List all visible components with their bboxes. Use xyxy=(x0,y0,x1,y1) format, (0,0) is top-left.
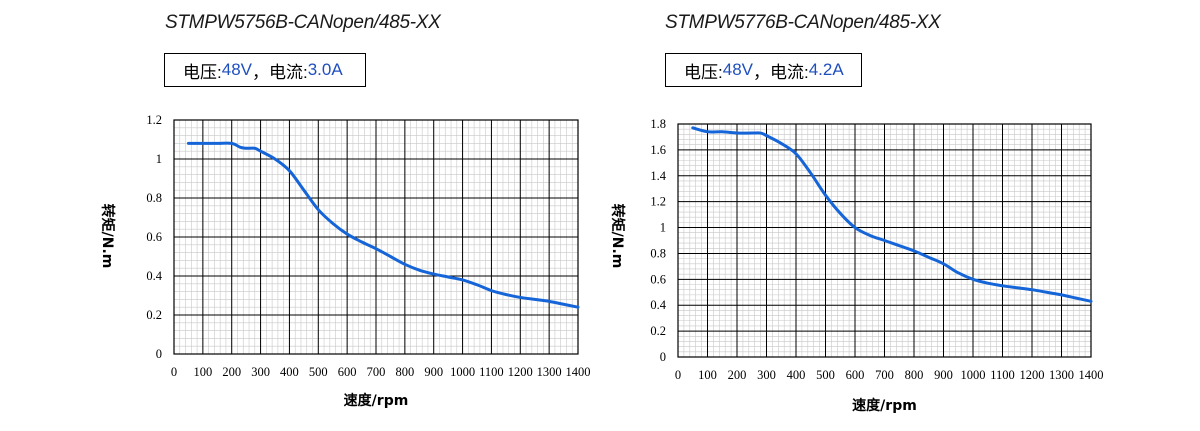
y-tick-label: 0.2 xyxy=(650,324,666,338)
x-tick-label: 1400 xyxy=(1079,368,1104,382)
model-title: STMPW5776B-CANopen/485-XX xyxy=(665,12,941,33)
y-tick-label: 0 xyxy=(660,350,666,364)
torque-curve-line xyxy=(691,126,1093,303)
voltage-value: 48V xyxy=(221,60,252,79)
y-tick-label: 0.8 xyxy=(146,191,162,205)
grid xyxy=(173,119,579,355)
voltage-label: 电压: xyxy=(684,62,723,82)
x-tick-label: 1100 xyxy=(479,365,504,379)
x-tick-label: 1100 xyxy=(990,368,1015,382)
x-tick-label: 400 xyxy=(787,368,806,382)
x-tick-label: 100 xyxy=(698,368,717,382)
x-tick-label: 900 xyxy=(934,368,953,382)
y-tick-label: 1.2 xyxy=(650,195,666,209)
y-tick-label: 0.6 xyxy=(650,272,666,286)
y-tick-label: 1.8 xyxy=(650,117,666,131)
spec-box: 电压: 48V ， 电流: 4.2A xyxy=(665,53,862,87)
y-tick-label: 1.2 xyxy=(146,113,162,127)
current-value: 3.0A xyxy=(307,60,343,79)
chart-panel-left: STMPW5756B-CANopen/485-XX 电压: 48V ， 电流: … xyxy=(99,12,591,409)
x-tick-label: 1300 xyxy=(1049,368,1074,382)
separator: ， xyxy=(752,62,770,82)
y-axis-title: 转矩/N.m xyxy=(609,204,626,269)
x-tick-label: 600 xyxy=(846,368,865,382)
spec-box: 电压: 48V ， 电流: 3.0A xyxy=(164,53,366,87)
current-label: 电流: xyxy=(769,62,809,82)
model-title: STMPW5756B-CANopen/485-XX xyxy=(165,12,441,33)
torque-curve-line xyxy=(186,141,580,309)
y-tick-label: 0.8 xyxy=(650,246,666,260)
x-tick-label: 600 xyxy=(338,365,357,379)
y-tick-label: 1.4 xyxy=(650,169,666,183)
y-tick-label: 1.6 xyxy=(650,143,666,157)
x-tick-label: 100 xyxy=(193,365,212,379)
x-tick-label: 700 xyxy=(367,365,386,379)
x-tick-label: 800 xyxy=(905,368,924,382)
y-tick-label: 1 xyxy=(156,152,162,166)
plot-frame xyxy=(173,119,579,355)
x-tick-label: 200 xyxy=(222,365,241,379)
chart-panel-right: STMPW5776B-CANopen/485-XX 电压: 48V ， 电流: … xyxy=(600,0,1200,431)
y-tick-label: 0.4 xyxy=(146,269,162,283)
x-tick-label: 300 xyxy=(251,365,270,379)
x-tick-label: 1300 xyxy=(537,365,562,379)
voltage-label: 电压: xyxy=(183,62,222,82)
x-tick-label: 500 xyxy=(816,368,835,382)
separator: ， xyxy=(251,62,269,82)
y-tick-label: 0.4 xyxy=(650,298,666,312)
x-tick-label: 500 xyxy=(309,365,328,379)
torque-speed-chart-left: 0 100 200 300 400 500 600 700 800 900 1000 1100 1200… xyxy=(99,113,591,409)
current-value: 4.2A xyxy=(808,60,844,79)
x-tick-label: 1200 xyxy=(508,365,533,379)
x-tick-label: 1000 xyxy=(450,365,475,379)
x-axis-title: 速度/rpm xyxy=(852,397,917,414)
y-tick-label: 1 xyxy=(660,221,666,235)
current-label: 电流: xyxy=(268,62,308,82)
torque-speed-chart-right: 0 100 200 300 400 500 600 700 800 900 1000 1100 1200… xyxy=(609,117,1104,414)
x-tick-label: 1000 xyxy=(961,368,986,382)
x-tick-label: 700 xyxy=(875,368,894,382)
x-tick-label: 1200 xyxy=(1020,368,1045,382)
plot-frame xyxy=(677,123,1092,358)
x-tick-label: 300 xyxy=(757,368,776,382)
y-tick-label: 0 xyxy=(156,347,162,361)
x-tick-label: 900 xyxy=(424,365,443,379)
x-tick-label: 400 xyxy=(280,365,299,379)
y-axis-title: 转矩/N.m xyxy=(99,204,116,269)
y-tick-label: 0.6 xyxy=(146,230,162,244)
voltage-value: 48V xyxy=(722,60,753,79)
x-axis-title: 速度/rpm xyxy=(344,392,409,409)
x-tick-label: 200 xyxy=(728,368,747,382)
x-tick-label: 0 xyxy=(171,365,177,379)
x-tick-label: 0 xyxy=(675,368,681,382)
y-tick-label: 0.2 xyxy=(146,308,162,322)
x-tick-label: 800 xyxy=(395,365,414,379)
x-tick-label: 1400 xyxy=(566,365,591,379)
grid xyxy=(677,123,1092,358)
